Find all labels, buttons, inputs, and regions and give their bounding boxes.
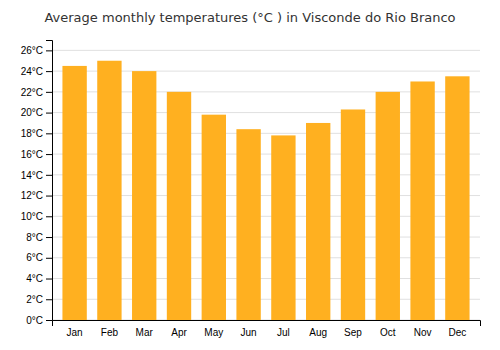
bars — [62, 61, 469, 320]
tick-label: 24°C — [21, 66, 43, 77]
tick: May — [204, 327, 223, 338]
tick-mark — [46, 92, 52, 93]
tick: 18°C — [21, 128, 52, 139]
tick-label: 4°C — [26, 273, 43, 284]
bar — [271, 135, 295, 320]
tick-label: Jun — [241, 327, 257, 338]
title: Average monthly temperatures (°C ) in Vi… — [44, 10, 455, 25]
tick: Mar — [136, 327, 154, 338]
axis-line — [53, 321, 481, 327]
tick: 24°C — [21, 66, 52, 77]
y-axis: 0°C 2°C 4°C 6°C 8°C 10°C 12°C 14°C 16°C 18°C 20°C 2… — [21, 41, 53, 326]
tick-mark — [46, 50, 52, 51]
tick: Aug — [309, 327, 327, 338]
bar — [132, 71, 156, 320]
tick: Oct — [380, 327, 396, 338]
bar — [202, 115, 226, 320]
tick: Nov — [414, 327, 432, 338]
tick-label: Oct — [380, 327, 396, 338]
tick-label: 18°C — [21, 128, 43, 139]
tick-mark — [46, 133, 52, 134]
tick-mark — [46, 175, 52, 176]
bar — [341, 109, 365, 320]
tick-mark — [46, 113, 52, 114]
tick-label: 26°C — [21, 45, 43, 56]
bar — [376, 92, 400, 320]
bar — [97, 61, 121, 320]
tick-label: 16°C — [21, 149, 43, 160]
tick-mark — [46, 279, 52, 280]
bar — [167, 92, 191, 320]
chart: 0°C 2°C 4°C 6°C 8°C 10°C 12°C 14°C 16°C 18°C 20°C 2… — [0, 0, 500, 350]
bar — [236, 129, 260, 320]
plot-area: 0°C 2°C 4°C 6°C 8°C 10°C 12°C 14°C 16°C 18°C 20°C 2… — [21, 41, 481, 339]
tick-label: Jan — [67, 327, 83, 338]
tick-label: May — [204, 327, 223, 338]
grid-line — [52, 50, 480, 51]
tick-label: 10°C — [21, 211, 43, 222]
bar — [306, 123, 330, 320]
tick-label: Sep — [344, 327, 362, 338]
tick-mark — [46, 258, 52, 259]
tick-label: Dec — [448, 327, 466, 338]
axis-line — [46, 41, 53, 321]
tick-label: Aug — [309, 327, 327, 338]
tick: 0°C — [26, 315, 52, 326]
x-axis: Jan Feb Mar Apr May Jun Jul Aug Sep Oct Nov Dec — [53, 321, 481, 339]
tick-label: 14°C — [21, 170, 43, 181]
tick-mark — [46, 237, 52, 238]
tick-label: Apr — [171, 327, 187, 338]
tick: Jul — [277, 327, 290, 338]
bar — [410, 81, 434, 320]
tick: Dec — [448, 327, 466, 338]
tick: 4°C — [26, 273, 52, 284]
tick: 10°C — [21, 211, 52, 222]
tick-label: 20°C — [21, 107, 43, 118]
tick-mark — [46, 299, 52, 300]
tick-label: Feb — [101, 327, 119, 338]
tick: 14°C — [21, 170, 52, 181]
tick: 22°C — [21, 87, 52, 98]
tick-label: Jul — [277, 327, 290, 338]
tick-mark — [46, 320, 52, 321]
tick-label: 6°C — [26, 252, 43, 263]
tick-label: 2°C — [26, 294, 43, 305]
bar — [445, 76, 469, 320]
tick-label: 22°C — [21, 87, 43, 98]
tick: 16°C — [21, 149, 52, 160]
tick-label: Nov — [414, 327, 432, 338]
bar — [62, 66, 86, 320]
grid — [52, 50, 480, 320]
tick-mark — [46, 216, 52, 217]
tick-label: 0°C — [26, 315, 43, 326]
tick: Sep — [344, 327, 362, 338]
tick-mark — [46, 154, 52, 155]
tick-label: Mar — [136, 327, 154, 338]
tick: 2°C — [26, 294, 52, 305]
tick: Jun — [241, 327, 257, 338]
tick: Apr — [171, 327, 187, 338]
tick: 20°C — [21, 107, 52, 118]
tick: 26°C — [21, 45, 52, 56]
tick: 12°C — [21, 190, 52, 201]
tick: Jan — [67, 327, 83, 338]
tick: 6°C — [26, 252, 52, 263]
tick: Feb — [101, 327, 119, 338]
tick-label: 12°C — [21, 190, 43, 201]
tick: 8°C — [26, 232, 52, 243]
tick-label: 8°C — [26, 232, 43, 243]
tick-mark — [46, 71, 52, 72]
tick-mark — [46, 196, 52, 197]
